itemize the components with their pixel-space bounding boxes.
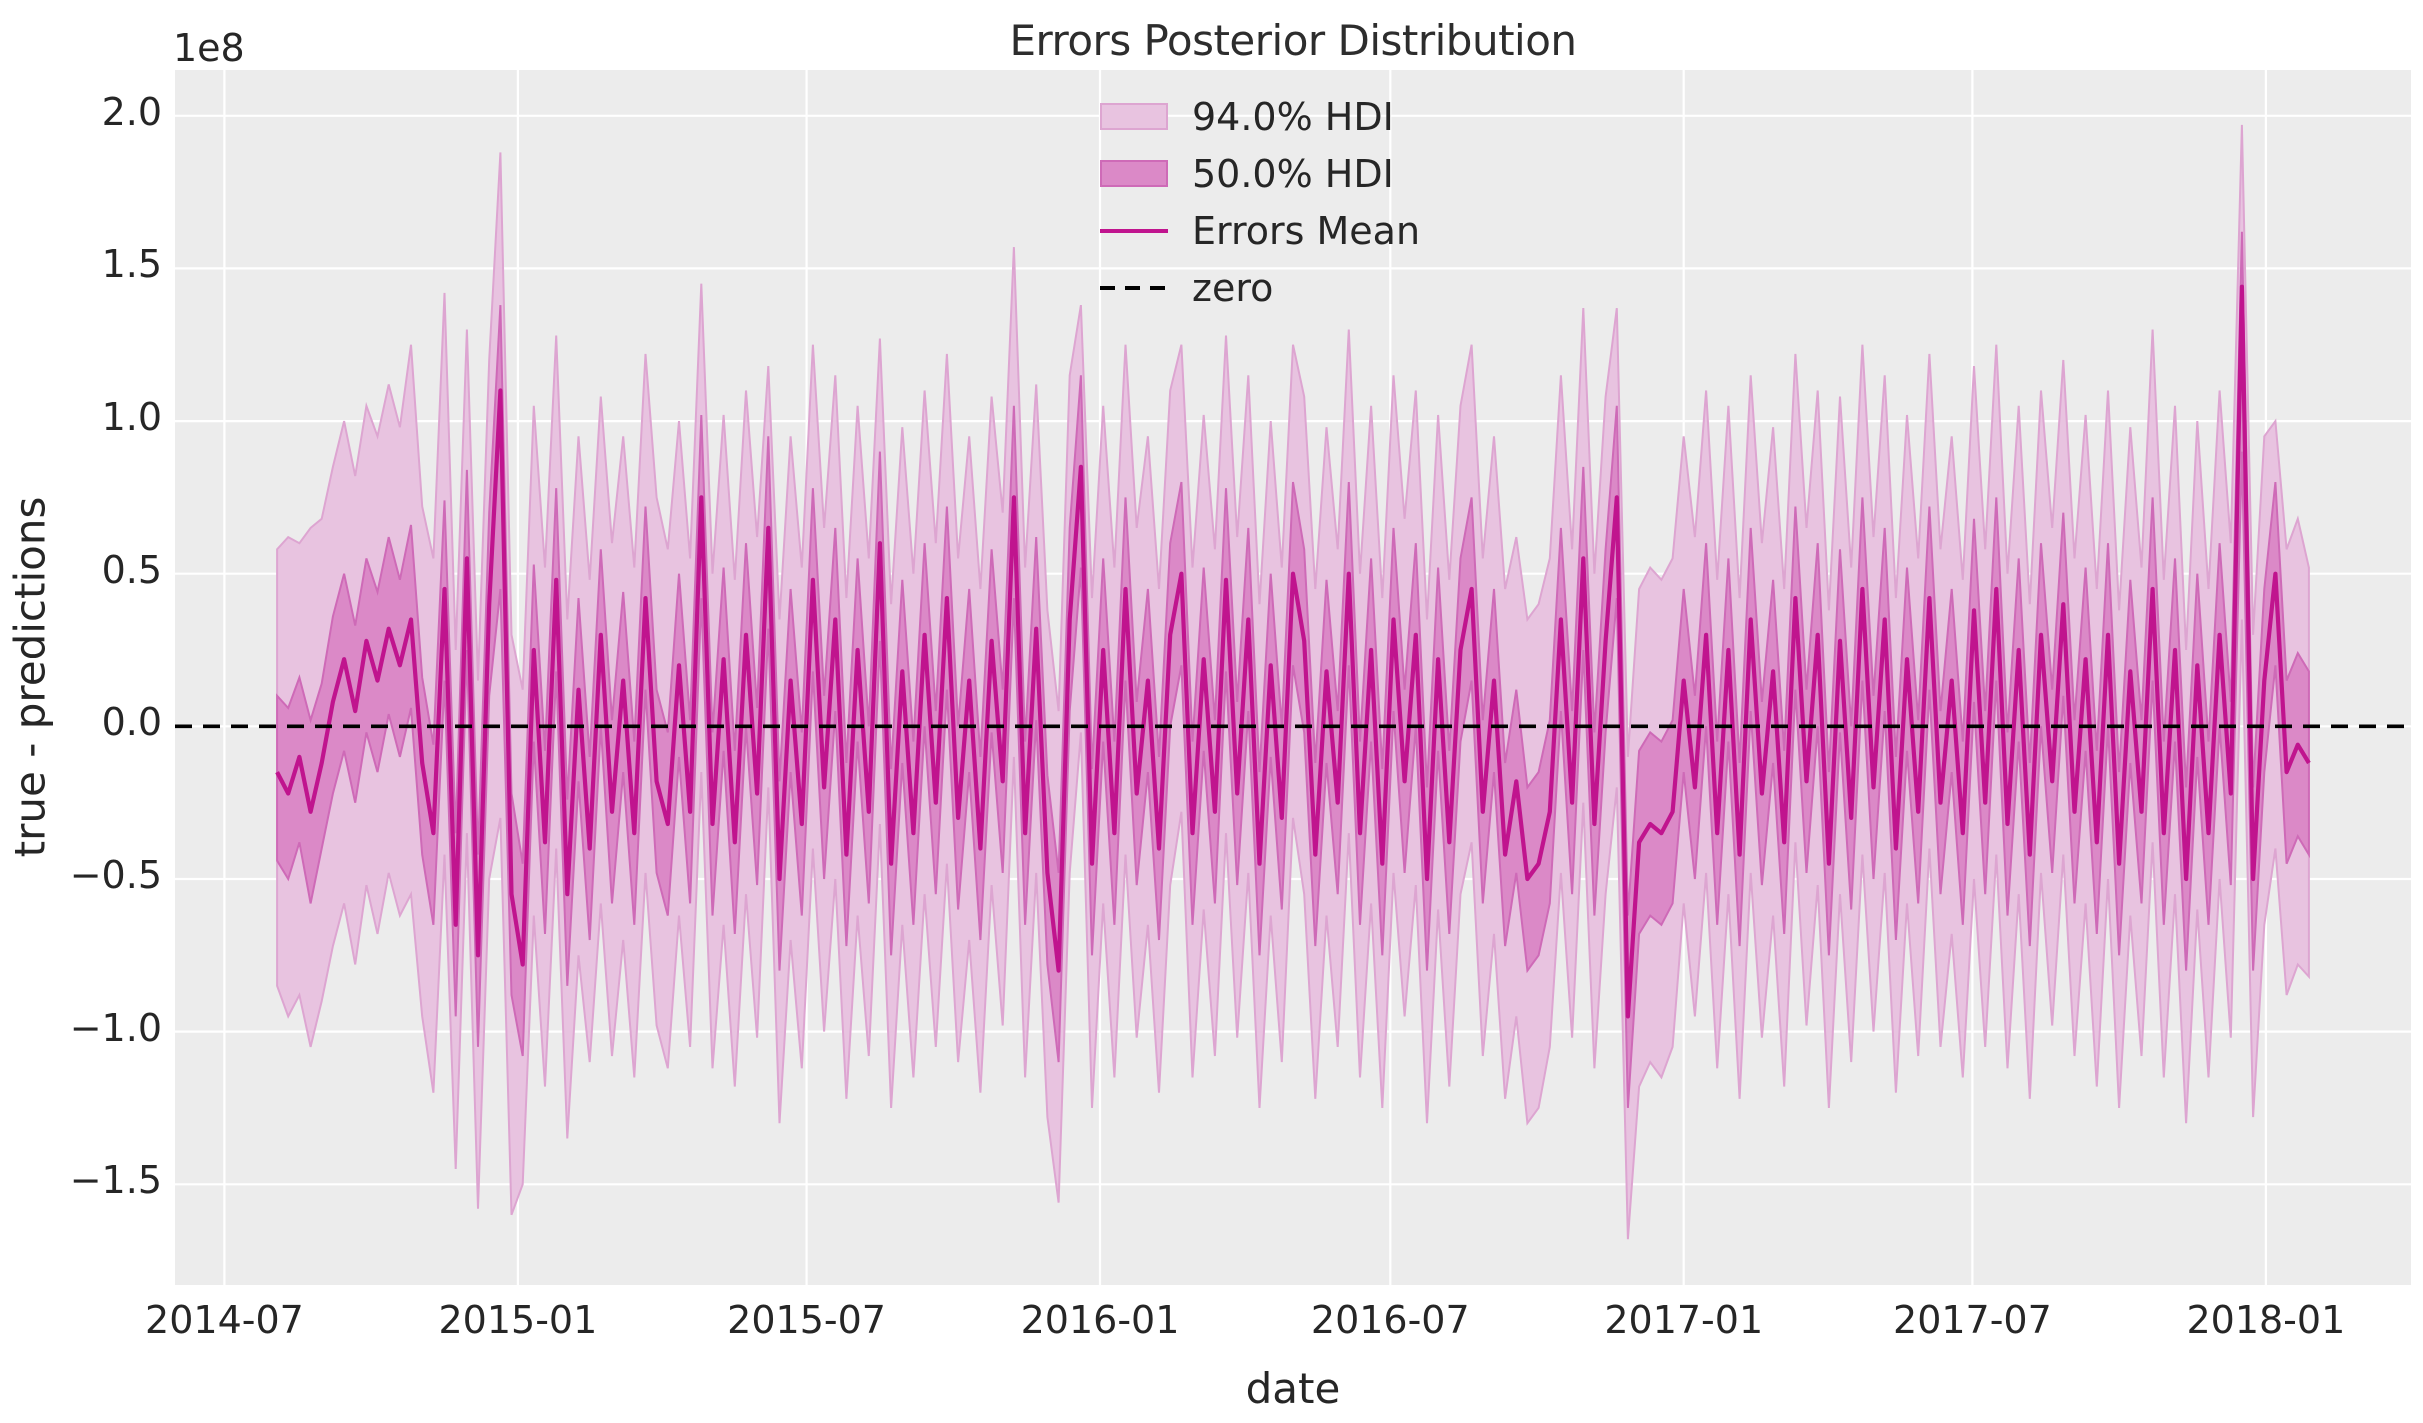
mean-line-swatch-icon <box>1100 228 1168 233</box>
y-axis-offset-label: 1e8 <box>173 26 245 70</box>
legend-item-hdi50: 50.0% HDI <box>1100 145 1420 202</box>
x-tick-2015-01: 2015-01 <box>438 1298 598 1342</box>
legend-item-zero: zero <box>1100 259 1420 316</box>
y-tick-−0.5: −0.5 <box>69 852 162 897</box>
x-axis-label: date <box>1245 1364 1341 1413</box>
x-tick-2018-01: 2018-01 <box>2186 1298 2346 1342</box>
legend-label-hdi50: 50.0% HDI <box>1192 151 1394 196</box>
x-tick-2014-07: 2014-07 <box>145 1298 304 1342</box>
hdi50-swatch-icon <box>1100 160 1168 187</box>
legend-item-hdi94: 94.0% HDI <box>1100 88 1420 145</box>
legend-item-mean: Errors Mean <box>1100 202 1420 259</box>
hdi94-swatch-icon <box>1100 103 1168 130</box>
y-tick-−1.0: −1.0 <box>69 1005 162 1050</box>
y-tick-−1.5: −1.5 <box>69 1158 162 1203</box>
legend-label-mean: Errors Mean <box>1192 208 1421 253</box>
legend: 94.0% HDI 50.0% HDI Errors Mean zero <box>1100 88 1420 316</box>
errors-mean-line <box>275 284 2311 1019</box>
y-tick-2.0: 2.0 <box>101 89 162 134</box>
y-tick-0.5: 0.5 <box>101 547 162 592</box>
x-tick-2017-07: 2017-07 <box>1893 1298 2052 1342</box>
y-tick-1.5: 1.5 <box>101 242 162 287</box>
x-tick-2016-01: 2016-01 <box>1020 1298 1180 1342</box>
x-tick-2017-01: 2017-01 <box>1604 1298 1764 1342</box>
y-tick-1.0: 1.0 <box>101 395 162 440</box>
hdi50-band <box>276 231 2310 1108</box>
x-tick-2016-07: 2016-07 <box>1310 1298 1470 1342</box>
legend-label-zero: zero <box>1192 265 1274 310</box>
chart-title: Errors Posterior Distribution <box>1009 16 1577 65</box>
y-tick-0.0: 0.0 <box>101 700 162 745</box>
legend-label-hdi94: 94.0% HDI <box>1192 94 1394 139</box>
x-tick-2015-07: 2015-07 <box>727 1298 886 1342</box>
zero-line-swatch-icon <box>1100 285 1168 290</box>
